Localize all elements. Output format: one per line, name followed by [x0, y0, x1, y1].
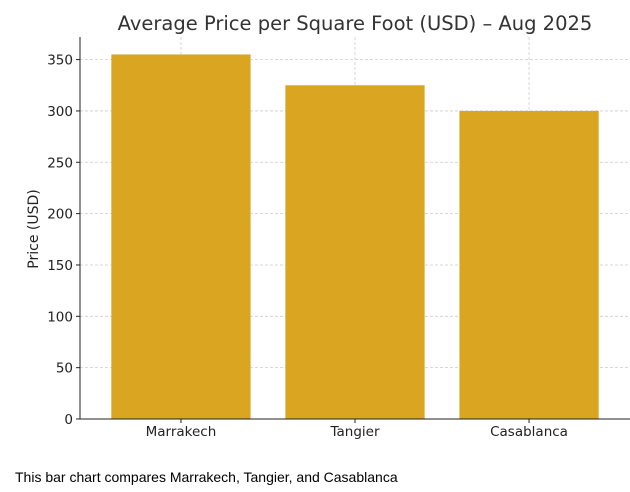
- y-tick-label: 100: [47, 309, 73, 325]
- x-tick-label: Tangier: [329, 424, 379, 440]
- y-axis-label: Price (USD): [26, 189, 42, 268]
- y-tick-label: 300: [47, 104, 73, 120]
- bar-marrakech: [111, 54, 251, 419]
- bar-casablanca: [459, 110, 599, 419]
- y-tick-label: 150: [47, 258, 73, 274]
- y-tick-label: 250: [47, 155, 73, 171]
- x-tick-label: Casablanca: [490, 424, 568, 440]
- chart-caption: This bar chart compares Marrakech, Tangi…: [15, 469, 398, 485]
- y-tick-label: 50: [56, 361, 73, 377]
- bar-chart: Average Price per Square Foot (USD) – Au…: [26, 12, 630, 440]
- y-tick-label: 200: [47, 207, 73, 223]
- x-tick-label: Marrakech: [146, 424, 217, 440]
- y-tick-label: 0: [64, 412, 73, 428]
- chart-title: Average Price per Square Foot (USD) – Au…: [118, 12, 593, 35]
- bar-tangier: [285, 85, 425, 420]
- y-tick-label: 350: [47, 53, 73, 69]
